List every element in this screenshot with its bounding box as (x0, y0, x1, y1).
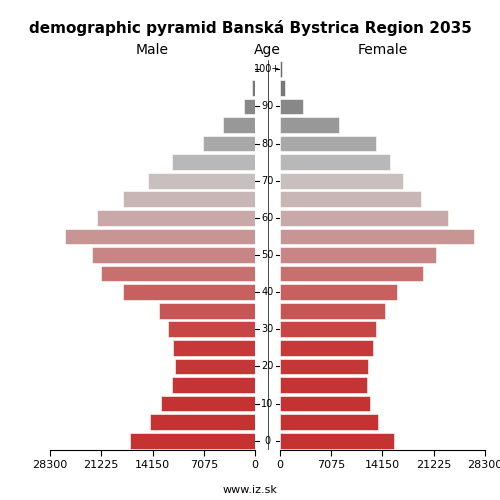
Bar (168, 322, 255, 337)
Bar (280, 396, 370, 411)
Bar (280, 247, 436, 263)
Text: 70: 70 (262, 176, 274, 186)
Bar (280, 228, 474, 244)
Bar (280, 358, 368, 374)
Bar (280, 154, 390, 170)
Text: 100+: 100+ (254, 64, 280, 74)
Bar (148, 173, 255, 188)
Bar (222, 117, 255, 133)
Bar (280, 80, 285, 96)
Bar (280, 414, 378, 430)
Bar (123, 284, 255, 300)
Bar (280, 303, 385, 318)
Bar (92, 247, 255, 263)
Bar (280, 62, 282, 77)
Bar (203, 136, 255, 152)
Bar (280, 340, 372, 356)
Bar (174, 340, 255, 356)
Bar (123, 192, 255, 207)
Text: 10: 10 (262, 398, 274, 408)
Title: Male: Male (136, 44, 169, 58)
Text: 30: 30 (262, 324, 274, 334)
Bar (102, 266, 255, 281)
Bar (280, 322, 376, 337)
Text: 50: 50 (262, 250, 274, 260)
Bar (280, 173, 403, 188)
Bar (160, 303, 255, 318)
Title: Female: Female (358, 44, 408, 58)
Bar (280, 284, 398, 300)
Title: Age: Age (254, 44, 281, 58)
Bar (254, 62, 255, 77)
Bar (97, 210, 255, 226)
Bar (280, 136, 376, 152)
Bar (280, 117, 340, 133)
Bar (252, 80, 255, 96)
Bar (150, 414, 255, 430)
Bar (65, 228, 255, 244)
Bar (280, 377, 367, 393)
Bar (280, 266, 424, 281)
Bar (172, 154, 255, 170)
Text: 0: 0 (264, 436, 270, 446)
Text: 40: 40 (262, 287, 274, 297)
Text: 90: 90 (262, 102, 274, 112)
Bar (172, 377, 255, 393)
Bar (280, 433, 394, 448)
Bar (176, 358, 255, 374)
Text: 80: 80 (262, 138, 274, 148)
Text: www.iz.sk: www.iz.sk (222, 485, 278, 495)
Bar (280, 192, 421, 207)
Text: demographic pyramid Banská Bystrica Region 2035: demographic pyramid Banská Bystrica Regi… (28, 20, 471, 36)
Bar (280, 210, 448, 226)
Bar (161, 396, 255, 411)
Bar (244, 98, 255, 114)
Text: 20: 20 (262, 362, 274, 372)
Bar (280, 98, 303, 114)
Text: 60: 60 (262, 213, 274, 223)
Bar (130, 433, 255, 448)
